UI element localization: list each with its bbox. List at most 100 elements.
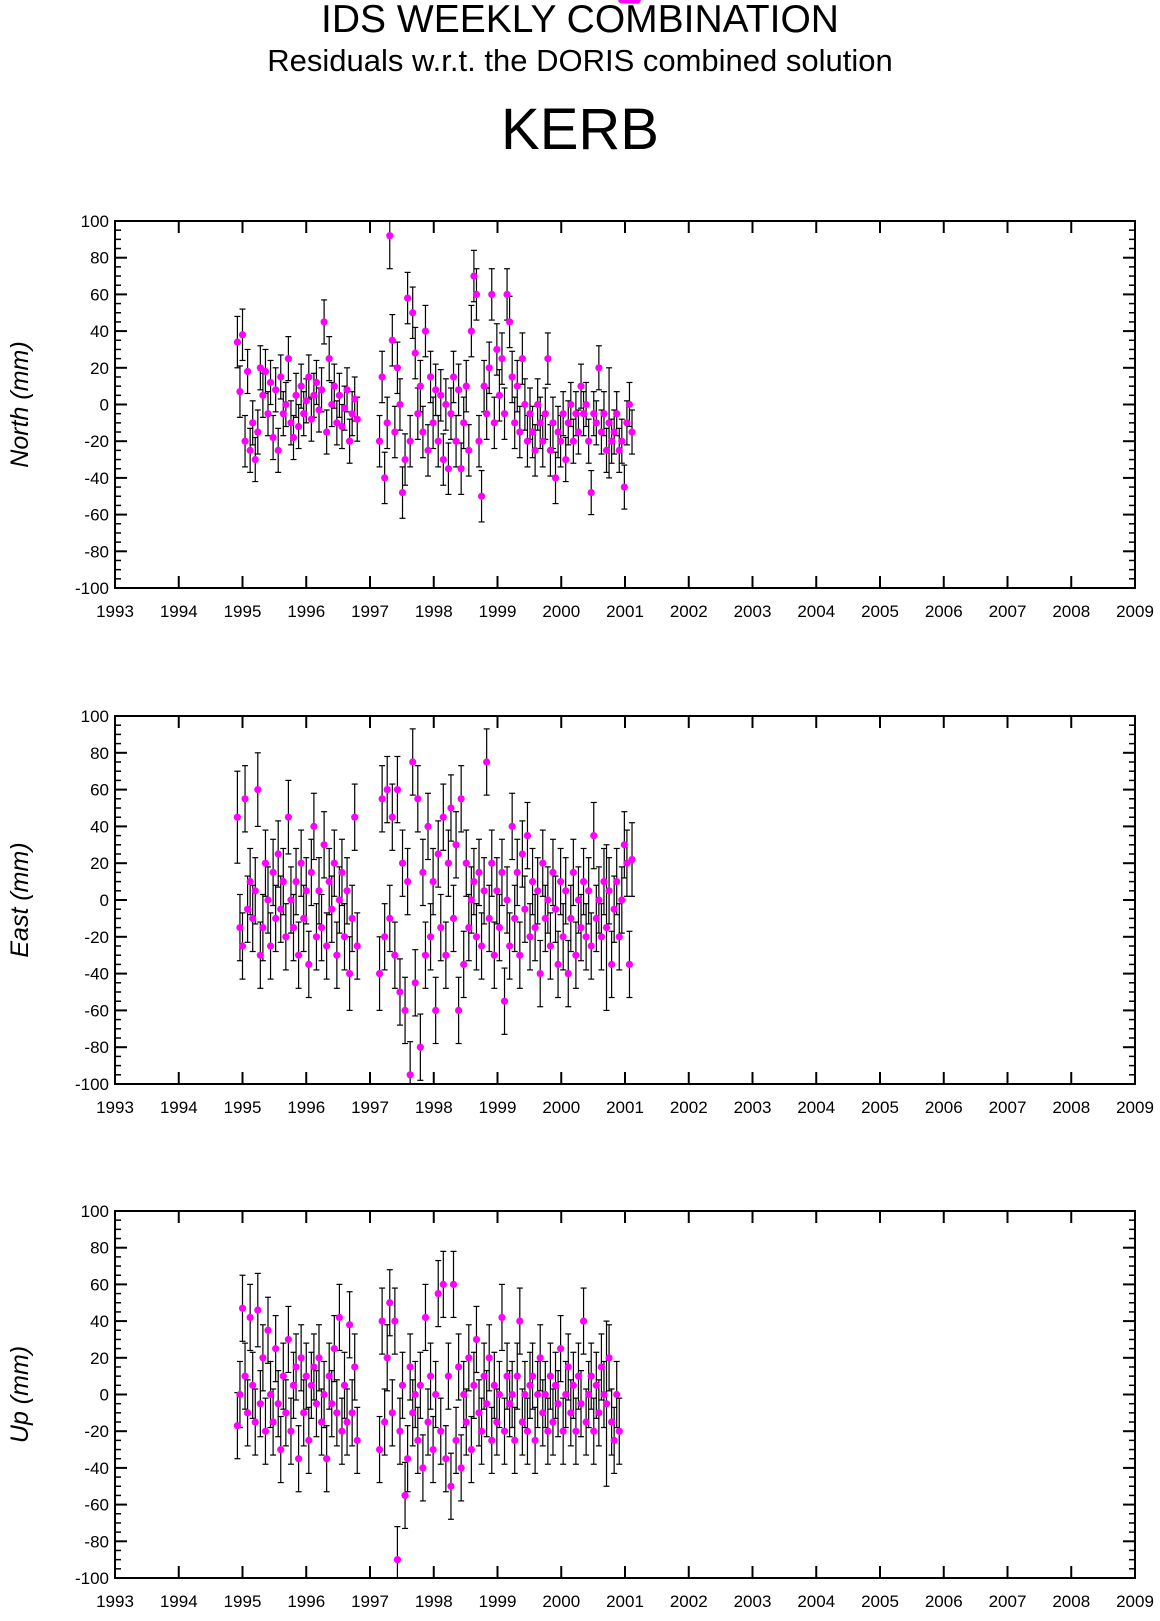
data-point xyxy=(516,1317,524,1325)
data-point xyxy=(465,924,473,932)
y-tick-label: 20 xyxy=(90,854,109,873)
data-point xyxy=(256,1400,264,1408)
data-point xyxy=(353,1436,361,1444)
data-point xyxy=(562,1390,570,1399)
data-point xyxy=(246,1313,254,1322)
data-point xyxy=(600,878,608,886)
data-point xyxy=(295,951,303,959)
data-point xyxy=(546,446,555,454)
data-point xyxy=(615,933,623,941)
y-tick-label: -80 xyxy=(84,1038,109,1057)
data-point xyxy=(500,1427,509,1435)
data-point xyxy=(404,294,412,302)
data-point xyxy=(470,272,478,280)
data-point xyxy=(259,391,267,399)
data-point xyxy=(623,419,631,427)
data-point xyxy=(328,905,336,913)
data-point xyxy=(315,406,323,414)
data-point xyxy=(307,415,315,423)
y-tick-label: 80 xyxy=(90,1239,109,1258)
data-point xyxy=(393,364,402,372)
data-point xyxy=(238,331,247,339)
y-tick-label: -100 xyxy=(75,579,109,598)
data-point xyxy=(472,1335,481,1344)
y-tick-label: 0 xyxy=(100,891,109,910)
data-point xyxy=(419,868,427,877)
x-tick-label: 2003 xyxy=(734,1592,772,1611)
data-point xyxy=(610,905,618,913)
data-point xyxy=(351,1363,359,1371)
data-point xyxy=(582,933,590,941)
data-point xyxy=(434,850,442,858)
data-point xyxy=(284,813,292,821)
data-point xyxy=(320,318,328,326)
data-point xyxy=(277,1445,285,1454)
data-point xyxy=(426,933,435,941)
x-tick-label: 2007 xyxy=(989,1098,1027,1117)
data-point xyxy=(585,437,593,445)
x-tick-label: 2004 xyxy=(797,1098,835,1117)
data-point xyxy=(289,924,298,932)
data-point xyxy=(421,1313,430,1322)
data-point xyxy=(325,1372,333,1380)
data-point xyxy=(449,1280,458,1288)
data-point xyxy=(432,1006,440,1015)
data-point xyxy=(340,1381,349,1389)
data-point xyxy=(546,1372,555,1380)
data-point xyxy=(393,1556,402,1564)
data-point xyxy=(455,1006,463,1015)
data-point xyxy=(460,960,468,969)
data-point xyxy=(516,428,524,436)
data-point xyxy=(434,437,442,445)
data-point xyxy=(620,483,628,491)
data-point xyxy=(462,382,470,390)
data-point xyxy=(613,1390,621,1399)
data-point xyxy=(465,446,473,454)
data-point xyxy=(391,428,399,436)
data-point xyxy=(338,1427,346,1435)
data-point xyxy=(353,942,361,950)
y-tick-label: -20 xyxy=(84,432,109,451)
x-tick-label: 2007 xyxy=(989,1592,1027,1611)
y-axis-label: East (mm) xyxy=(6,842,34,957)
data-point xyxy=(551,474,560,482)
data-point xyxy=(406,1363,414,1371)
data-point xyxy=(559,933,567,941)
data-point xyxy=(429,1445,437,1454)
data-point xyxy=(534,400,542,409)
y-axis-label: North (mm) xyxy=(6,341,34,467)
data-point xyxy=(506,318,514,326)
data-point xyxy=(572,1427,580,1435)
data-point xyxy=(549,868,557,877)
data-point xyxy=(551,905,560,913)
data-point xyxy=(493,887,501,895)
data-point xyxy=(386,1299,394,1307)
data-point xyxy=(409,758,417,766)
y-tick-label: -60 xyxy=(84,1001,109,1020)
data-point xyxy=(416,1043,424,1051)
data-point xyxy=(254,428,262,436)
data-point xyxy=(266,1390,275,1399)
data-point xyxy=(477,1427,486,1435)
data-point xyxy=(485,364,493,372)
data-point xyxy=(348,914,356,923)
data-point xyxy=(338,868,346,877)
data-point xyxy=(251,1418,259,1426)
y-tick-label: -80 xyxy=(84,1532,109,1551)
y-tick-label: 60 xyxy=(90,1275,109,1294)
x-tick-label: 1996 xyxy=(287,602,325,621)
data-point xyxy=(328,400,336,409)
data-point xyxy=(625,400,634,409)
data-point xyxy=(325,878,333,886)
y-tick-label: 40 xyxy=(90,1312,109,1331)
x-tick-label: 1993 xyxy=(96,1098,134,1117)
data-point xyxy=(518,1418,526,1426)
data-point xyxy=(406,1071,414,1079)
x-tick-label: 2005 xyxy=(861,602,899,621)
y-tick-label: -60 xyxy=(84,506,109,525)
data-point xyxy=(572,951,580,959)
data-point xyxy=(564,970,572,978)
data-point xyxy=(585,1390,593,1399)
data-point xyxy=(608,437,616,445)
data-point xyxy=(506,1400,514,1408)
